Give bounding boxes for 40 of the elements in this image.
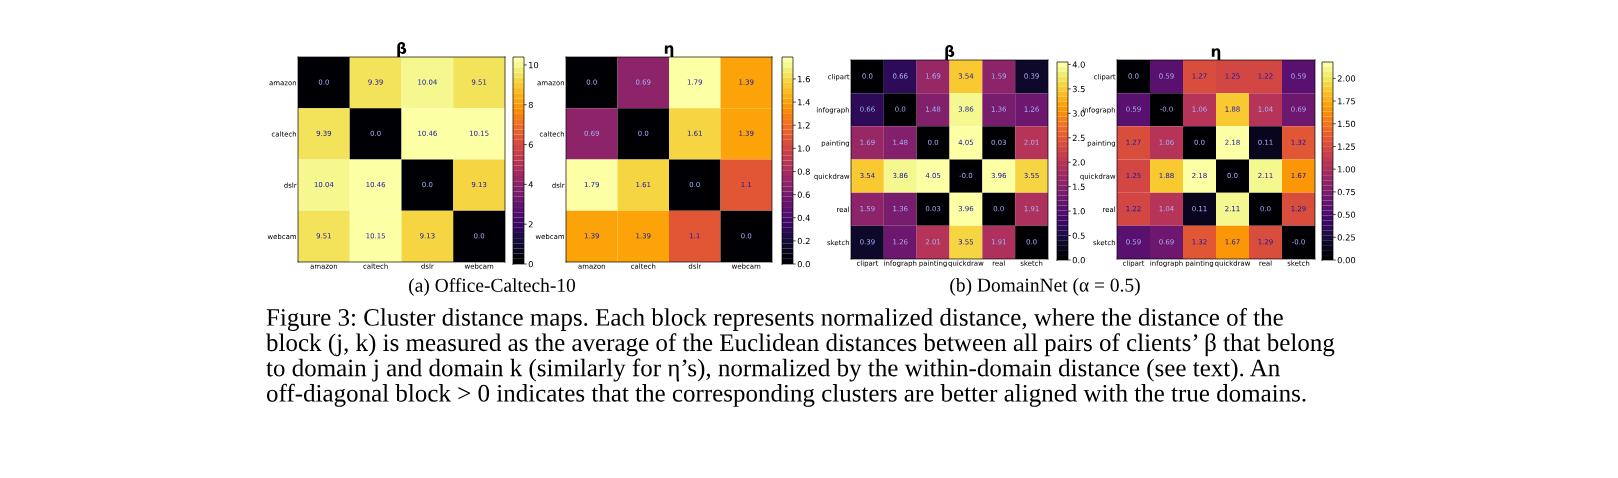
color-bar-label: 0 (528, 260, 533, 268)
color-bar-label: 0.2 (797, 237, 810, 245)
color-bar-label: 0.0 (797, 260, 810, 268)
color-bar-label: 3.0 (1072, 110, 1085, 117)
chart-title: η (664, 45, 674, 57)
color-bar-label: 1.2 (798, 122, 810, 129)
color-bar-label: 1.00 (1338, 166, 1356, 173)
color-bar-label: 4 (528, 181, 533, 188)
color-bar-label: 6 (528, 141, 533, 148)
color-bar-label: 1.0 (1073, 208, 1085, 215)
color-bar-label: 1.4 (798, 99, 810, 106)
color-bar-label: 0.50 (1337, 211, 1356, 218)
color-bar-label: 10 (529, 61, 539, 69)
color-bar-label: 0.5 (1072, 232, 1085, 239)
color-bar-label: 0.75 (1337, 188, 1355, 196)
color-bar-label: 1.25 (1338, 143, 1355, 150)
chart-title: η (1211, 48, 1221, 60)
color-bar-label: 4.0 (1072, 61, 1085, 68)
color-bar-label: 1.5 (1073, 183, 1085, 190)
color-bar-label: 3.5 (1072, 85, 1085, 93)
chart-title: β (945, 45, 955, 60)
color-bar-label: 1.6 (798, 75, 810, 83)
color-bar-label: 1.0 (798, 145, 810, 152)
color-bar-label: 0.4 (797, 214, 810, 222)
color-bar-label: 1.50 (1338, 120, 1356, 128)
color-bar-label: 0.00 (1337, 256, 1356, 264)
color-bar-label: 0.0 (1072, 256, 1085, 264)
caption: Figure 3: Cluster distance maps. Each block represents normalized distance, where the distance of the block (j, k) is measured as the average of the Euclidean distances between all pairs of clients’ β that belong to domain j and domain k (similarly for η’s), normalized by the within-domain distance (see text). An off-diagonal block > 0 indicates that the corresponding clusters are better aligned with the true domains. (266, 308, 1335, 407)
color-bar-label: 2 (528, 221, 533, 228)
color-bar-label: 0.8 (797, 168, 810, 175)
color-bar-label: 0.25 (1337, 234, 1355, 241)
color-bar-label: 8 (528, 101, 533, 109)
color-bar-label: 2.5 (1072, 134, 1085, 142)
chart-title: β (397, 42, 407, 57)
color-bar-label: 0.6 (797, 191, 810, 198)
color-bar-label: 2.00 (1337, 75, 1356, 82)
text: (a) Office-Caltech-10 (409, 278, 576, 296)
color-bar-label: 2.0 (1072, 159, 1085, 166)
text: (b) DomainNet (α = 0.5) (950, 278, 1140, 296)
color-bar-label: 1.75 (1338, 98, 1355, 105)
